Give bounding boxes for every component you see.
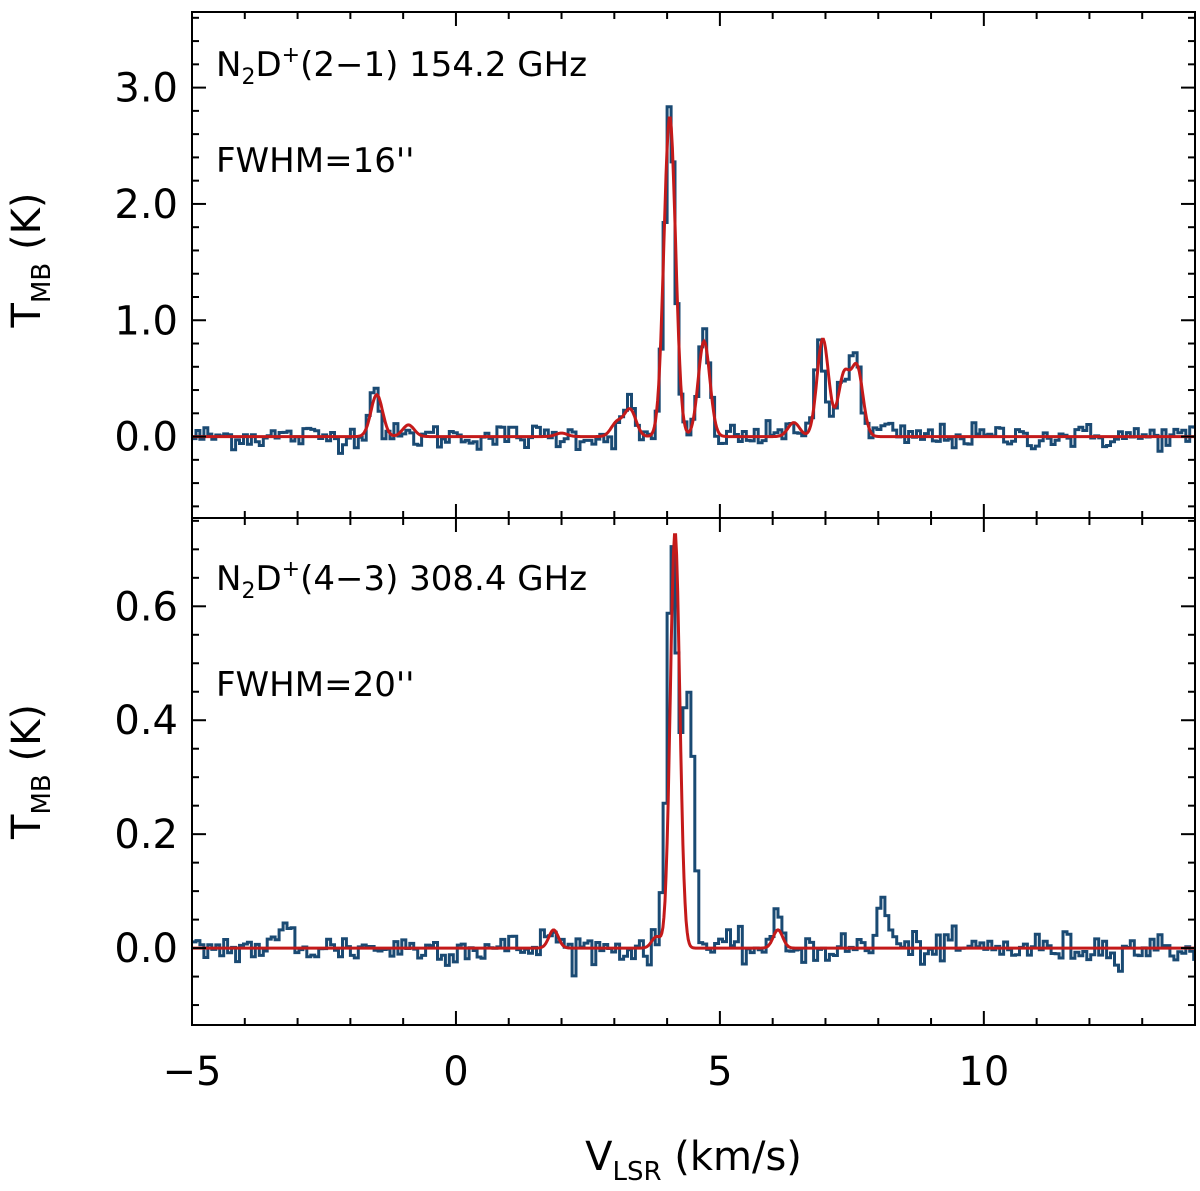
- y-tick-label: 0.4: [114, 698, 178, 744]
- x-tick-label: 5: [707, 1049, 732, 1095]
- y-tick-label: 2.0: [114, 182, 178, 228]
- fit-line: [192, 533, 1195, 950]
- x-tick-label: −5: [163, 1049, 222, 1095]
- line-label: N2D+(2−1) 154.2 GHz: [216, 43, 587, 90]
- x-axis-title-text: VLSR (km/s): [585, 1134, 802, 1187]
- y-tick-label: 0.6: [114, 584, 178, 630]
- y-tick-label: 0.0: [114, 415, 178, 461]
- observed-spectrum-line: [192, 545, 1196, 978]
- y-tick-label: 0.0: [114, 926, 178, 972]
- x-tick-label: 0: [443, 1049, 468, 1095]
- panel-top: 0.0 1.0 2.0 3.0 TMB (K) N2D+(2−1) 154.2 GHz FW…: [4, 11, 1196, 519]
- beam-label: FWHM=16'': [216, 141, 415, 181]
- y-tick-label: 1.0: [114, 298, 178, 344]
- line-label: N2D+(4−3) 308.4 GHz: [216, 557, 587, 604]
- x-tick-label: 10: [958, 1049, 1009, 1095]
- x-axis-title: VLSR (km/s): [585, 1134, 802, 1187]
- panel-bottom: 0.0 0.2 0.4 0.6 −5 0 5 10 TMB (K) N2D+(4−3) 308.4…: [4, 517, 1196, 1095]
- y-tick-label: 0.2: [114, 812, 178, 858]
- fit-line: [192, 116, 1195, 439]
- plot-frame: [191, 517, 1196, 1026]
- beam-label: FWHM=20'': [216, 665, 415, 705]
- y-tick-label: 3.0: [114, 66, 178, 112]
- y-axis-title: TMB (K): [4, 193, 57, 329]
- y-axis-title: TMB (K): [4, 704, 57, 840]
